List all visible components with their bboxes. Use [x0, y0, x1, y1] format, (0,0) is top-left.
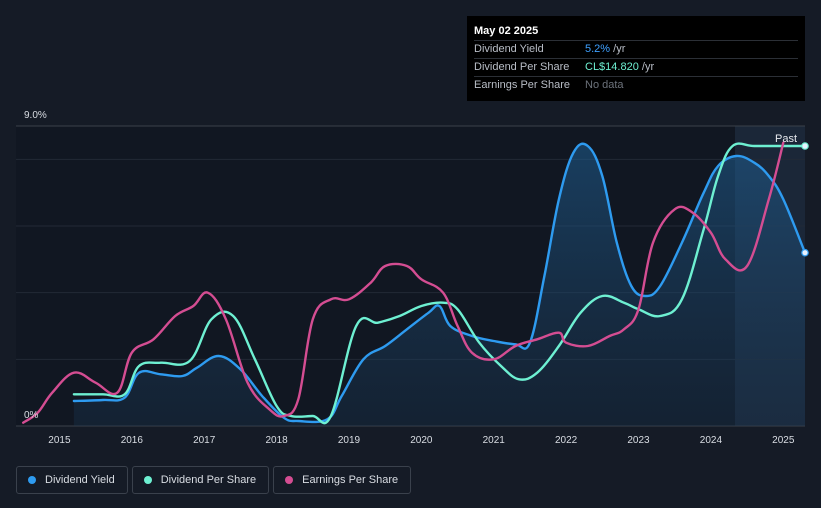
legend-item-dividend-yield[interactable]: Dividend Yield: [16, 466, 128, 494]
tooltip-row-dividend-yield: Dividend Yield 5.2% /yr: [474, 40, 798, 58]
x-tick-label: 2021: [483, 435, 506, 446]
tooltip-label: Dividend Yield: [474, 43, 544, 55]
past-label: Past: [775, 133, 797, 145]
series-line-earnings-per-share[interactable]: [22, 141, 785, 424]
legend-dot-dividend-yield: [28, 476, 36, 484]
x-tick-label: 2018: [265, 435, 288, 446]
tooltip-suffix: /yr: [610, 43, 626, 55]
y-label-top: 9.0%: [24, 110, 47, 121]
tooltip-row-dividend-per-share: Dividend Per Share CL$14.820 /yr: [474, 58, 798, 76]
x-tick-label: 2017: [193, 435, 216, 446]
chart-legend: Dividend Yield Dividend Per Share Earnin…: [16, 466, 412, 494]
tooltip-label: Dividend Per Share: [474, 61, 570, 73]
legend-label: Dividend Yield: [45, 474, 115, 486]
tooltip-date: May 02 2025: [474, 25, 539, 37]
x-tick-label: 2023: [627, 435, 650, 446]
series-line-dividend-yield[interactable]: [72, 142, 807, 424]
x-tick-label: 2020: [410, 435, 433, 446]
tooltip-panel: May 02 2025 Dividend Yield 5.2% /yr Divi…: [467, 16, 805, 101]
legend-item-dividend-per-share[interactable]: Dividend Per Share: [131, 466, 270, 494]
tooltip-value: 5.2%: [585, 43, 611, 55]
x-tick-label: 2024: [700, 435, 723, 446]
y-label-bottom: 0%: [24, 410, 39, 421]
tooltip-label: Earnings Per Share: [474, 79, 570, 91]
x-tick-label: 2015: [48, 435, 71, 446]
series-area-dividend-yield: [73, 143, 805, 426]
end-marker-dividend-per-share: [801, 142, 809, 150]
legend-dot-earnings-per-share: [285, 476, 294, 484]
x-tick-label: 2016: [121, 435, 144, 446]
legend-label: Earnings Per Share: [302, 474, 399, 486]
legend-label: Dividend Per Share: [160, 474, 257, 486]
x-tick-label: 2025: [772, 435, 795, 446]
legend-item-earnings-per-share[interactable]: Earnings Per Share: [273, 466, 412, 494]
tooltip-row-earnings-per-share: Earnings Per Share No data: [474, 76, 798, 94]
tooltip-value: No data: [585, 79, 624, 91]
legend-dot-dividend-per-share: [143, 476, 152, 484]
x-tick-label: 2022: [555, 435, 578, 446]
tooltip-suffix: /yr: [638, 61, 655, 73]
tooltip-value: CL$14.820: [585, 61, 639, 73]
x-tick-label: 2019: [338, 435, 361, 446]
end-marker-dividend-yield: [801, 248, 809, 257]
